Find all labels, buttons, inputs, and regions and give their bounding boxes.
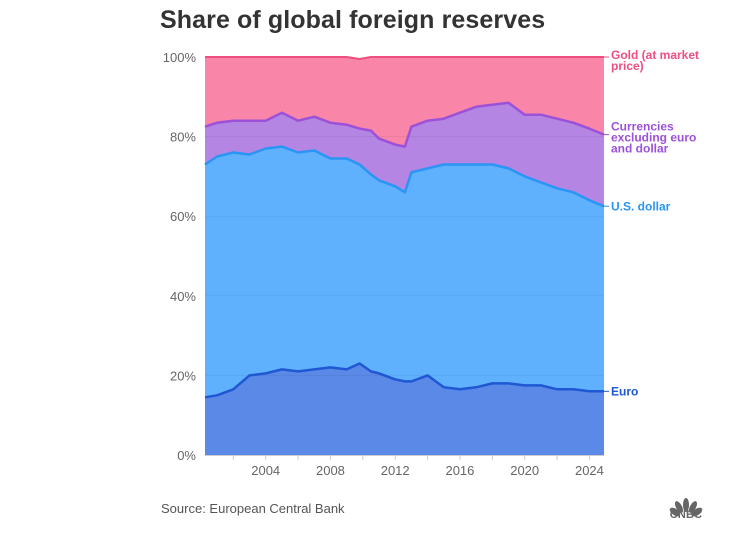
series-label: Currencies excluding euro and dollar [611,120,696,156]
x-tick-label: 2008 [316,463,345,478]
y-tick-label: 100% [163,50,197,65]
line-other-currencies [204,101,605,148]
x-tick-label: 2004 [251,463,280,478]
area-gold [205,57,604,147]
area-other-currencies [205,102,604,207]
line-gold [205,56,604,60]
x-tick-label: 2024 [575,463,604,478]
x-tick-label: 2016 [445,463,474,478]
series-label: Euro [611,384,638,398]
series-label: Gold (at market price) [611,48,699,73]
series-areas [205,57,604,455]
y-tick-label: 80% [170,130,196,145]
y-tick-label: 20% [170,368,196,383]
x-tick-label: 2020 [510,463,539,478]
chart-title: Share of global foreign reserves [160,6,546,34]
y-axis: 0% 20% 40% 60% 80% 100% [163,50,197,463]
series-labels: Euro U.S. dollar Currencies excluding euro a… [604,48,699,398]
series-label: U.S. dollar [611,199,671,213]
x-tick-label: 2012 [381,463,410,478]
source-note: Source: European Central Bank [161,501,345,516]
y-tick-label: 0% [177,448,196,463]
gridlines [205,136,604,376]
line-euro [204,362,604,399]
cnbc-peacock-icon [669,498,703,517]
series-lines [204,56,605,399]
y-tick-label: 60% [170,209,196,224]
area-euro [205,363,604,455]
area-us-dollar [205,146,604,398]
line-us-dollar [204,145,605,208]
y-tick-label: 40% [170,289,196,304]
x-axis: 2004 2008 2012 2016 2020 2024 [205,455,604,478]
cnbc-logo-text: CNBC [669,509,703,521]
